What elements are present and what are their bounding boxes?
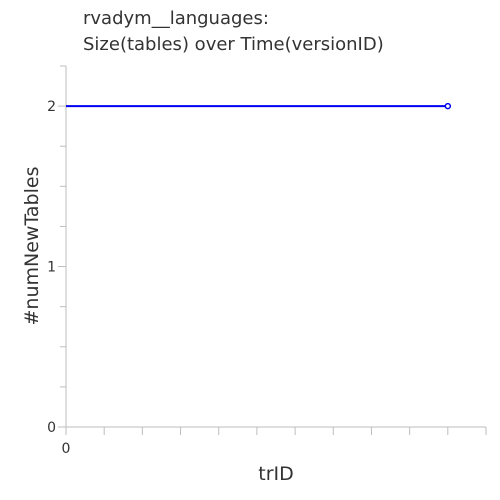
- y-tick-label: 2: [47, 99, 56, 115]
- y-tick-label: 0: [47, 420, 56, 436]
- series-layer: [66, 102, 452, 110]
- chart-title-line-1: rvadym__languages:: [83, 8, 269, 29]
- chart-title-line-2: Size(tables) over Time(versionID): [83, 34, 384, 55]
- x-axis-label: trID: [258, 463, 294, 485]
- tick-labels: 0 1 2 0: [47, 99, 70, 457]
- y-axis-label: #numNewTables: [21, 167, 43, 326]
- plot-axes: [65, 66, 486, 428]
- data-point: [444, 102, 452, 110]
- tick-marks: [58, 65, 487, 435]
- y-tick-label: 1: [47, 260, 56, 276]
- x-tick-label: 0: [62, 441, 71, 457]
